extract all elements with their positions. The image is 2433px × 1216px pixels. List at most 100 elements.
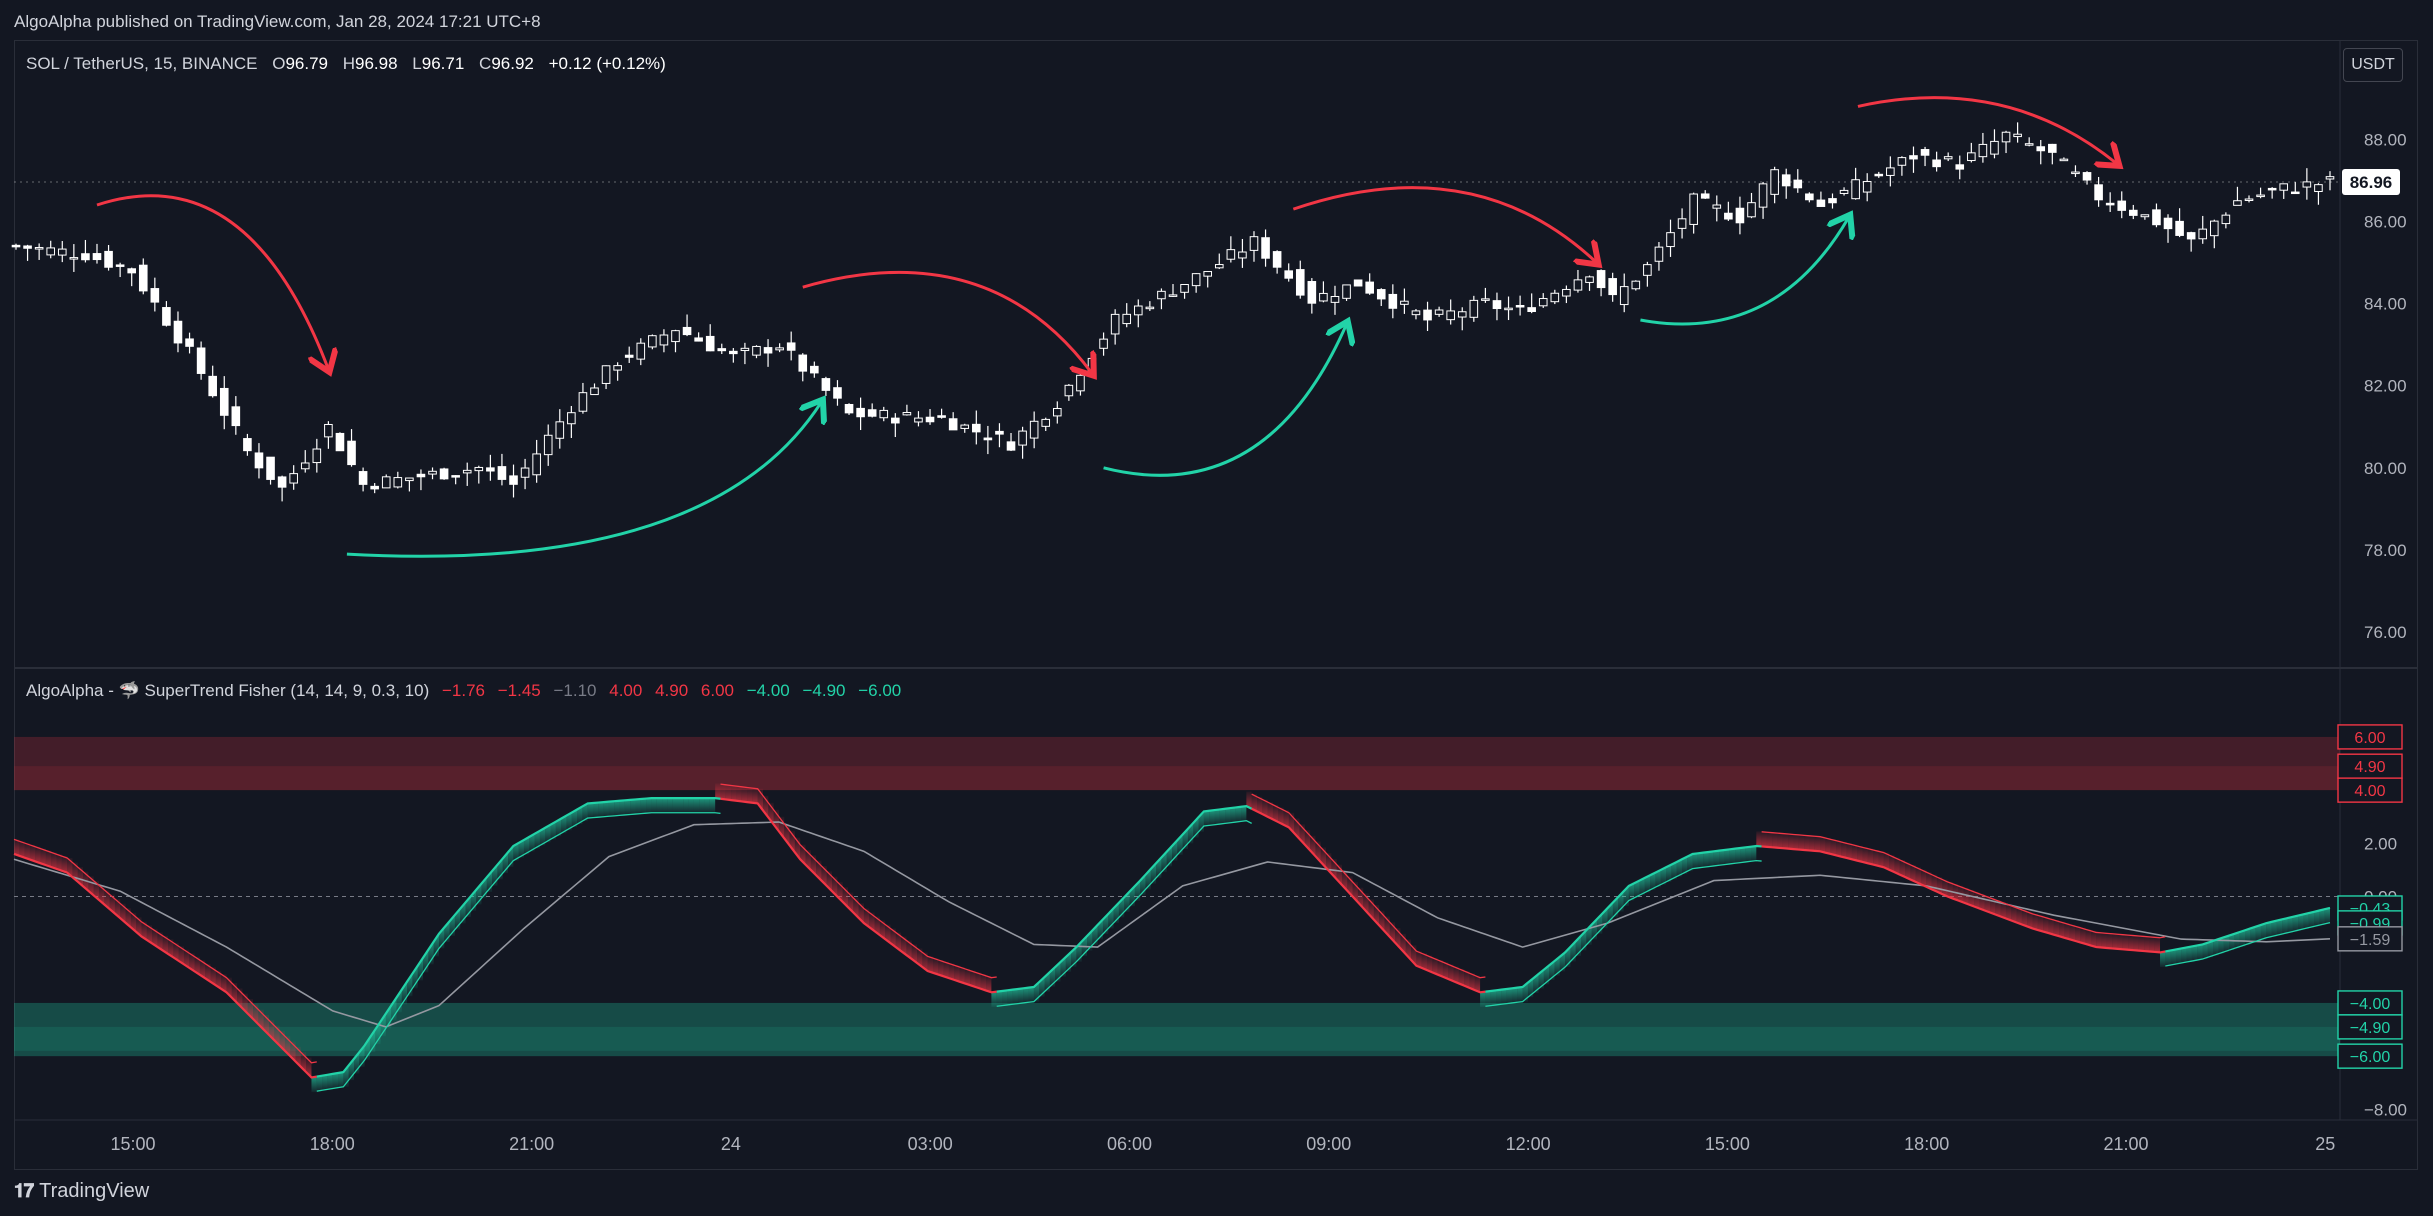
candle-body (1168, 294, 1178, 297)
high-value: 96.98 (355, 54, 398, 73)
trail-line (13, 838, 317, 1064)
candle-body (1376, 289, 1386, 300)
candle-body (219, 387, 229, 416)
candle-body (1828, 198, 1837, 204)
bear-fill (56, 854, 62, 871)
candle-body (1874, 173, 1884, 177)
tradingview-logo-icon[interactable]: 𝟏𝟕 (14, 1180, 34, 1202)
candle-body (1654, 246, 1664, 262)
bull-fill (545, 824, 551, 843)
bull-fill (1735, 847, 1741, 864)
candle-body (1735, 207, 1745, 224)
zone-level-label: 6.00 (2354, 730, 2385, 747)
bear-fill (736, 786, 742, 802)
close-value: 96.92 (491, 54, 534, 73)
bull-fill (996, 990, 1003, 1007)
bear-fill (1761, 831, 1767, 847)
bull-fill (2186, 946, 2192, 963)
candle-body (439, 468, 449, 480)
bear-fill (1246, 791, 1252, 809)
bear-fill (152, 928, 158, 947)
candle-body (798, 354, 808, 372)
bear-fill (173, 942, 179, 961)
bull-fill (518, 839, 524, 858)
bear-fill (1432, 957, 1438, 975)
candle-body (2267, 187, 2277, 191)
candle-body (1006, 441, 1016, 451)
candle-body (2140, 214, 2150, 218)
bull-fill (1666, 864, 1672, 882)
candle-body (2314, 184, 2323, 193)
currency-button[interactable]: USDT (2343, 48, 2403, 82)
bear-fill (2090, 930, 2097, 948)
bear-fill (874, 916, 880, 936)
bull-fill (539, 827, 546, 846)
footer-brand[interactable]: TradingView (39, 1180, 150, 1202)
bear-fill (725, 784, 732, 801)
candle-body (1157, 290, 1166, 300)
candle-body (162, 307, 171, 326)
bull-fill (2292, 915, 2299, 932)
symbol-label[interactable]: SOL / TetherUS, 15, BINANCE (26, 54, 258, 73)
candle-body (2036, 146, 2046, 152)
time-tick-label: 21:00 (509, 1134, 554, 1154)
candle-body (2175, 220, 2184, 236)
bull-fill (1007, 989, 1013, 1005)
bear-fill (986, 975, 992, 993)
candle-body (705, 335, 715, 352)
bear-fill (1846, 843, 1852, 860)
bear-fill (2133, 935, 2139, 951)
bull-fill (672, 798, 678, 813)
bear-fill (1272, 804, 1279, 823)
candle-body (1920, 149, 1930, 156)
bull-fill (640, 798, 647, 814)
bull-fill (683, 798, 689, 813)
annotation-arrows (96, 96, 2117, 558)
indicator-name[interactable]: AlgoAlpha - 🦈 SuperTrend Fisher (14, 14,… (26, 681, 430, 700)
bull-fill (1740, 847, 1746, 863)
bull-fill (1724, 849, 1730, 865)
candle-body (1191, 273, 1201, 287)
bull-fill (2202, 942, 2208, 960)
zone-level-tag (2337, 1043, 2403, 1069)
candle-body (2302, 181, 2312, 188)
bear-fill (1448, 964, 1454, 982)
bear-fill (2069, 924, 2076, 941)
bull-fill (1538, 969, 1544, 989)
bear-fill (2011, 905, 2017, 923)
bull-fill (2191, 945, 2198, 962)
candle-body (474, 466, 484, 472)
bear-fill (2037, 915, 2044, 932)
bear-fill (210, 967, 216, 986)
change-value: +0.12 (+0.12%) (548, 54, 666, 73)
candle-body (671, 330, 680, 343)
candle-body (11, 244, 21, 248)
bear-fill (885, 924, 891, 944)
bull-fill (1671, 861, 1677, 880)
candle-body (185, 338, 194, 347)
bull-fill (311, 1076, 317, 1093)
bull-fill (646, 798, 652, 814)
candle-body (1110, 313, 1120, 335)
candle-body (57, 248, 67, 256)
bull-fill (2175, 948, 2182, 965)
bull-fill (1692, 853, 1698, 869)
zone-level-label: −4.90 (2350, 1020, 2391, 1037)
candle-body (1990, 140, 1999, 155)
bear-fill (141, 921, 147, 940)
candle-body (694, 337, 703, 342)
bear-fill (1793, 834, 1799, 850)
candle-body (486, 467, 495, 472)
bear-fill (2112, 933, 2118, 949)
bear-fill (2144, 936, 2150, 952)
candlestick-series (11, 122, 2335, 502)
bull-fill (1517, 986, 1523, 1003)
candle-body (1700, 193, 1710, 199)
bear-fill (1262, 799, 1268, 817)
bear-fill (1416, 951, 1422, 968)
candle-body (937, 415, 946, 418)
candle-body (1932, 159, 1941, 168)
time-tick-label: 24 (721, 1134, 741, 1154)
bear-fill (1278, 807, 1284, 825)
